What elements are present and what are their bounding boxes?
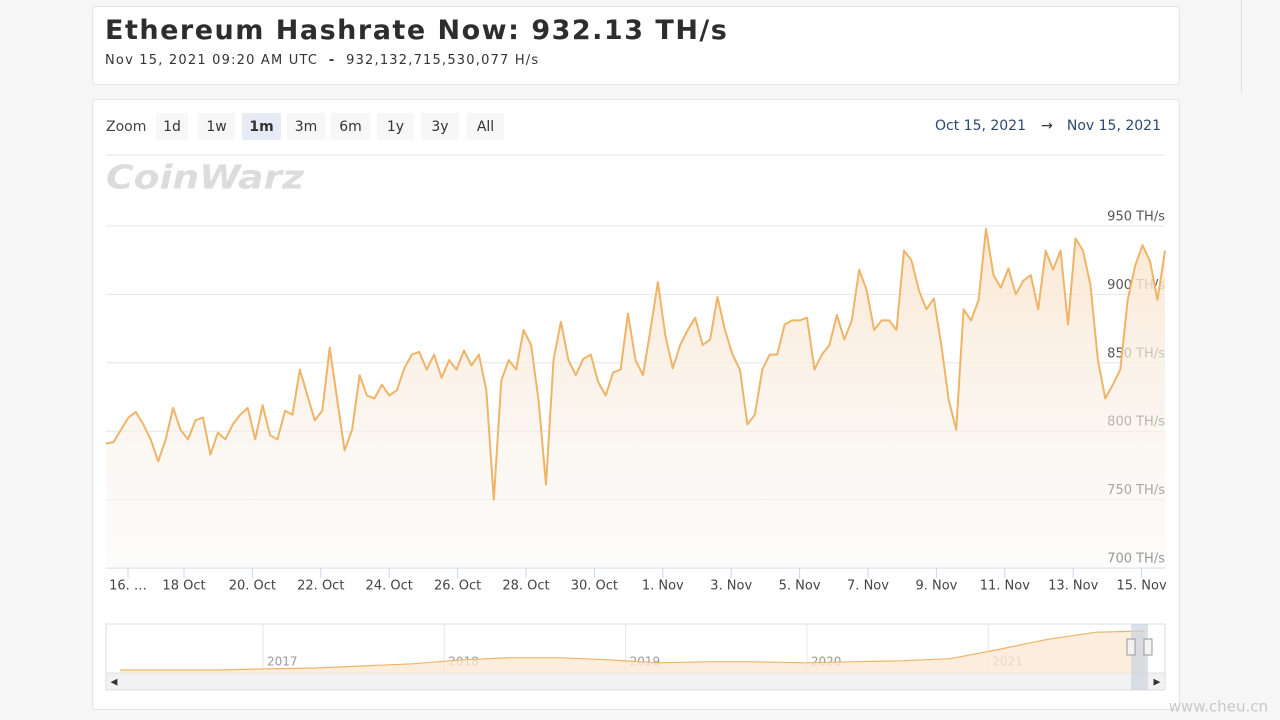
separator: - [328,53,336,68]
zoom-button[interactable] [198,113,235,140]
timestamp: Nov 15, 2021 09:20 AM UTC [105,53,319,68]
x-tick-label: 28. Oct [502,579,549,594]
zoom-button-label[interactable]: 1w [206,119,226,135]
nav-scrollbar[interactable] [105,672,1166,691]
zoom-button[interactable] [377,113,414,140]
zoom-button-label[interactable]: 3y [431,119,448,135]
header-card: Ethereum Hashrate Now: 932.13 TH/s Nov 1… [92,6,1180,85]
site-watermark: www.cheu.cn [1169,698,1268,716]
x-tick-label: 30. Oct [571,579,618,594]
nav-selection[interactable] [1131,624,1148,690]
x-tick-label: 1. Nov [642,579,684,594]
zoom-button[interactable] [156,113,188,140]
x-tick-label: 9. Nov [915,579,957,594]
x-tick-label: 24. Oct [366,579,413,594]
zoom-button[interactable] [331,113,370,140]
page-title: Ethereum Hashrate Now: 932.13 TH/s [105,15,729,46]
x-tick-label: 18 Oct [162,579,205,594]
zoom-button-label[interactable]: 1d [163,119,181,135]
x-tick-label: 16. … [109,579,147,594]
range-from[interactable]: Oct 15, 2021 [935,118,1026,134]
scrollbar-line [1241,0,1242,92]
x-tick-label: 13. Nov [1048,579,1098,594]
zoom-button-label[interactable]: 1y [387,119,404,135]
x-tick-label: 20. Oct [229,579,276,594]
nav-handle[interactable] [1126,638,1136,656]
area [106,228,1165,568]
line [105,227,1166,501]
x-tick-label: 3. Nov [710,579,752,594]
nav-line [120,630,1146,671]
range-to[interactable]: Nov 15, 2021 [1067,118,1161,134]
watermark-logo: CoinWarz [106,158,305,197]
x-tick-label: 7. Nov [847,579,889,594]
x-tick-label: 26. Oct [434,579,481,594]
range-arrow: → [1041,118,1053,134]
x-tick-label: 11. Nov [980,579,1030,594]
zoom-button[interactable] [242,113,281,140]
zoom-button-label[interactable]: 3m [295,119,318,135]
x-tick-label: 5. Nov [779,579,821,594]
zoom-button-label[interactable]: 6m [339,119,362,135]
zoom-button[interactable] [287,113,325,140]
zoom-label: Zoom [106,119,146,135]
raw-hashrate: 932,132,715,530,077 H/s [346,53,540,68]
nav-year-label: 2017 [267,655,298,669]
scroll-right[interactable]: ▶ [1154,678,1161,688]
y-tick-label: 950 TH/s [1107,210,1165,225]
zoom-button-label[interactable]: 1m [249,119,273,135]
zoom-button[interactable] [467,113,504,140]
nav-handle[interactable] [1143,638,1153,656]
zoom-button[interactable] [421,113,459,140]
x-tick-label: 15. Nov [1117,579,1167,594]
x-tick-label: 22. Oct [297,579,344,594]
subtitle: Nov 15, 2021 09:20 AM UTC - 932,132,715,… [105,53,539,68]
nav-area [120,631,1145,673]
scroll-left[interactable]: ◀ [111,678,118,688]
zoom-button-label[interactable]: All [477,119,494,135]
